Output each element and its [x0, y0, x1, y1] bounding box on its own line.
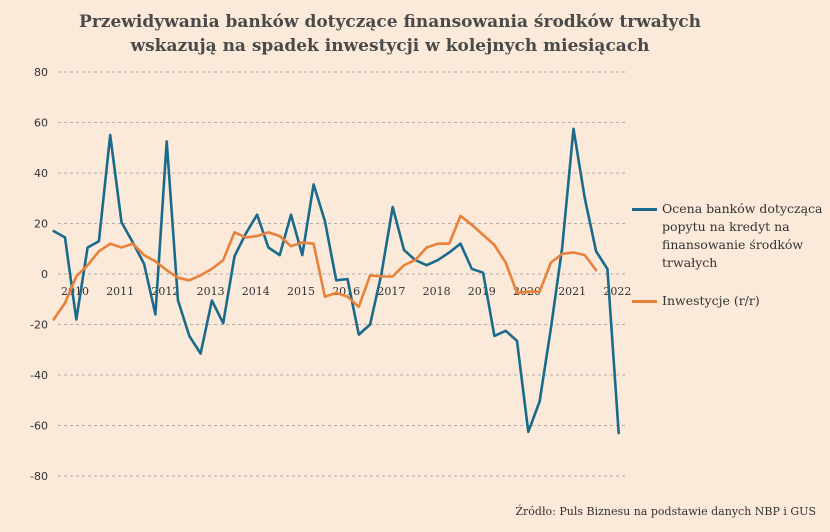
x-tick-label: 2010 [61, 285, 89, 298]
x-tick-label: 2015 [287, 285, 315, 298]
y-tick-label: 40 [34, 167, 48, 180]
y-tick-label: 0 [41, 268, 48, 281]
legend: Ocena banków dotycząca popytu na kredyt … [632, 200, 827, 310]
legend-item-series-1: Ocena banków dotycząca popytu na kredyt … [632, 200, 827, 272]
x-tick-label: 2018 [423, 285, 451, 298]
y-tick-label: 60 [34, 117, 48, 130]
source-note: Źródło: Puls Biznesu na podstawie danych… [515, 505, 816, 518]
series-line-2 [52, 214, 598, 321]
legend-label-series-1: Ocena banków dotycząca popytu na kredyt … [662, 201, 823, 270]
chart-title-line-1: Przewidywania banków dotyczące finansowa… [79, 12, 701, 32]
y-tick-label: -80 [30, 470, 48, 483]
x-tick-label: 2014 [242, 285, 270, 298]
x-tick-label: 2021 [558, 285, 586, 298]
chart-title: Przewidywania banków dotyczące finansowa… [0, 10, 780, 58]
x-tick-label: 2017 [377, 285, 405, 298]
y-tick-label: 20 [34, 218, 48, 231]
series-line-1 [52, 127, 620, 435]
x-tick-label: 2011 [106, 285, 134, 298]
y-tick-label: 80 [34, 66, 48, 79]
y-tick-label: -40 [30, 369, 48, 382]
legend-label-series-2: Inwestycje (r/r) [662, 293, 760, 308]
x-tick-label: 2013 [197, 285, 225, 298]
legend-swatch-series-1 [632, 208, 657, 211]
chart-title-line-2: wskazują na spadek inwestycji w kolejnyc… [130, 36, 650, 56]
y-tick-label: -60 [30, 420, 48, 433]
legend-swatch-series-2 [632, 300, 657, 303]
y-tick-label: -20 [30, 319, 48, 332]
legend-item-series-2: Inwestycje (r/r) [632, 292, 827, 310]
x-tick-label: 2019 [468, 285, 496, 298]
